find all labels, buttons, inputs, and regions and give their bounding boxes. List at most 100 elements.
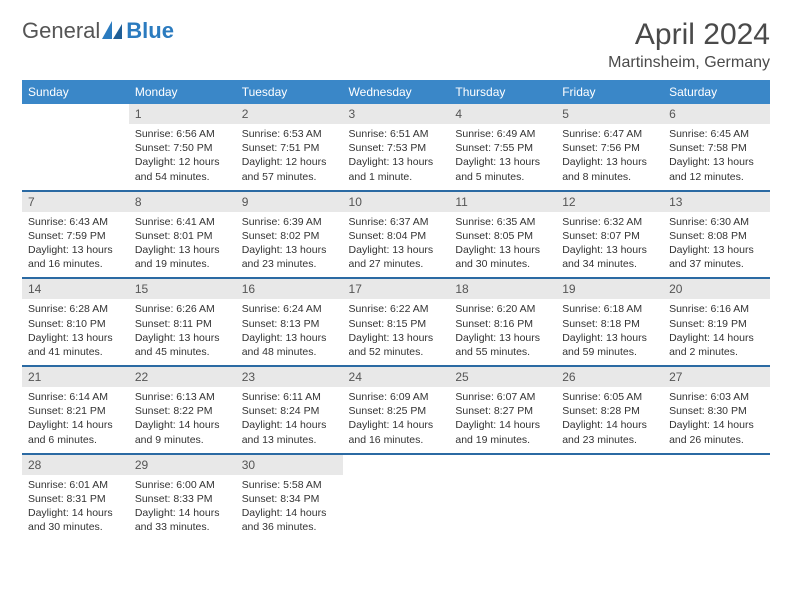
calendar-week: .1Sunrise: 6:56 AMSunset: 7:50 PMDayligh…: [22, 104, 770, 191]
day-sunset: Sunset: 7:50 PM: [135, 141, 230, 155]
day-sunrise: Sunrise: 6:41 AM: [135, 215, 230, 229]
calendar-day: 20Sunrise: 6:16 AMSunset: 8:19 PMDayligh…: [663, 278, 770, 366]
day-number: 10: [343, 192, 450, 212]
day-daylight: Daylight: 13 hours and 12 minutes.: [669, 155, 764, 183]
day-sunset: Sunset: 8:33 PM: [135, 492, 230, 506]
calendar-day: 29Sunrise: 6:00 AMSunset: 8:33 PMDayligh…: [129, 454, 236, 541]
weekday-header: Thursday: [449, 80, 556, 104]
day-sunrise: Sunrise: 6:49 AM: [455, 127, 550, 141]
calendar-week: 28Sunrise: 6:01 AMSunset: 8:31 PMDayligh…: [22, 454, 770, 541]
day-daylight: Daylight: 13 hours and 34 minutes.: [562, 243, 657, 271]
day-daylight: Daylight: 13 hours and 19 minutes.: [135, 243, 230, 271]
day-body: Sunrise: 6:13 AMSunset: 8:22 PMDaylight:…: [129, 387, 236, 453]
day-daylight: Daylight: 12 hours and 54 minutes.: [135, 155, 230, 183]
calendar-week: 21Sunrise: 6:14 AMSunset: 8:21 PMDayligh…: [22, 366, 770, 454]
day-daylight: Daylight: 14 hours and 36 minutes.: [242, 506, 337, 534]
day-sunset: Sunset: 8:01 PM: [135, 229, 230, 243]
day-body: Sunrise: 6:22 AMSunset: 8:15 PMDaylight:…: [343, 299, 450, 365]
day-number: 11: [449, 192, 556, 212]
day-sunset: Sunset: 8:28 PM: [562, 404, 657, 418]
calendar-day: 12Sunrise: 6:32 AMSunset: 8:07 PMDayligh…: [556, 191, 663, 279]
calendar-day: 18Sunrise: 6:20 AMSunset: 8:16 PMDayligh…: [449, 278, 556, 366]
day-sunrise: Sunrise: 6:56 AM: [135, 127, 230, 141]
day-sunset: Sunset: 8:21 PM: [28, 404, 123, 418]
calendar-day: 27Sunrise: 6:03 AMSunset: 8:30 PMDayligh…: [663, 366, 770, 454]
day-number: 8: [129, 192, 236, 212]
day-body: Sunrise: 6:41 AMSunset: 8:01 PMDaylight:…: [129, 212, 236, 278]
calendar-day: 24Sunrise: 6:09 AMSunset: 8:25 PMDayligh…: [343, 366, 450, 454]
day-sunrise: Sunrise: 6:51 AM: [349, 127, 444, 141]
calendar-day: 25Sunrise: 6:07 AMSunset: 8:27 PMDayligh…: [449, 366, 556, 454]
day-sunrise: Sunrise: 6:18 AM: [562, 302, 657, 316]
day-body: Sunrise: 6:07 AMSunset: 8:27 PMDaylight:…: [449, 387, 556, 453]
day-daylight: Daylight: 13 hours and 37 minutes.: [669, 243, 764, 271]
day-daylight: Daylight: 14 hours and 2 minutes.: [669, 331, 764, 359]
day-sunset: Sunset: 8:18 PM: [562, 317, 657, 331]
day-number: 29: [129, 455, 236, 475]
day-number: 16: [236, 279, 343, 299]
day-body: Sunrise: 6:53 AMSunset: 7:51 PMDaylight:…: [236, 124, 343, 190]
day-daylight: Daylight: 13 hours and 8 minutes.: [562, 155, 657, 183]
day-body: Sunrise: 6:16 AMSunset: 8:19 PMDaylight:…: [663, 299, 770, 365]
day-body: Sunrise: 6:47 AMSunset: 7:56 PMDaylight:…: [556, 124, 663, 190]
day-body: Sunrise: 6:30 AMSunset: 8:08 PMDaylight:…: [663, 212, 770, 278]
calendar-week: 14Sunrise: 6:28 AMSunset: 8:10 PMDayligh…: [22, 278, 770, 366]
day-sunrise: Sunrise: 6:32 AM: [562, 215, 657, 229]
calendar-page: General Blue April 2024 Martinsheim, Ger…: [0, 0, 792, 558]
day-sunrise: Sunrise: 6:43 AM: [28, 215, 123, 229]
day-number: 17: [343, 279, 450, 299]
day-number: 1: [129, 104, 236, 124]
day-number: 2: [236, 104, 343, 124]
weekday-header: Friday: [556, 80, 663, 104]
weekday-header: Wednesday: [343, 80, 450, 104]
day-sunrise: Sunrise: 6:20 AM: [455, 302, 550, 316]
calendar-day: .: [663, 454, 770, 541]
day-sunset: Sunset: 7:53 PM: [349, 141, 444, 155]
day-sunrise: Sunrise: 6:53 AM: [242, 127, 337, 141]
day-body: Sunrise: 6:28 AMSunset: 8:10 PMDaylight:…: [22, 299, 129, 365]
day-sunrise: Sunrise: 6:07 AM: [455, 390, 550, 404]
day-number: 14: [22, 279, 129, 299]
weekday-header: Sunday: [22, 80, 129, 104]
day-body: Sunrise: 6:39 AMSunset: 8:02 PMDaylight:…: [236, 212, 343, 278]
day-daylight: Daylight: 13 hours and 45 minutes.: [135, 331, 230, 359]
day-sunrise: Sunrise: 6:22 AM: [349, 302, 444, 316]
calendar-week: 7Sunrise: 6:43 AMSunset: 7:59 PMDaylight…: [22, 191, 770, 279]
day-sunrise: Sunrise: 6:39 AM: [242, 215, 337, 229]
day-number: 30: [236, 455, 343, 475]
day-sunrise: Sunrise: 6:13 AM: [135, 390, 230, 404]
day-number: 9: [236, 192, 343, 212]
page-header: General Blue April 2024 Martinsheim, Ger…: [22, 18, 770, 72]
day-body: Sunrise: 6:14 AMSunset: 8:21 PMDaylight:…: [22, 387, 129, 453]
day-number: 24: [343, 367, 450, 387]
day-body: Sunrise: 6:00 AMSunset: 8:33 PMDaylight:…: [129, 475, 236, 541]
day-number: 25: [449, 367, 556, 387]
day-sunset: Sunset: 8:30 PM: [669, 404, 764, 418]
page-title: April 2024: [608, 18, 770, 52]
day-body: Sunrise: 6:45 AMSunset: 7:58 PMDaylight:…: [663, 124, 770, 190]
day-body: Sunrise: 6:11 AMSunset: 8:24 PMDaylight:…: [236, 387, 343, 453]
day-daylight: Daylight: 14 hours and 16 minutes.: [349, 418, 444, 446]
day-sunset: Sunset: 8:08 PM: [669, 229, 764, 243]
day-body: Sunrise: 6:37 AMSunset: 8:04 PMDaylight:…: [343, 212, 450, 278]
calendar-day: 16Sunrise: 6:24 AMSunset: 8:13 PMDayligh…: [236, 278, 343, 366]
day-body: Sunrise: 5:58 AMSunset: 8:34 PMDaylight:…: [236, 475, 343, 541]
calendar-day: 7Sunrise: 6:43 AMSunset: 7:59 PMDaylight…: [22, 191, 129, 279]
day-daylight: Daylight: 13 hours and 48 minutes.: [242, 331, 337, 359]
day-sunrise: Sunrise: 6:37 AM: [349, 215, 444, 229]
calendar-day: 10Sunrise: 6:37 AMSunset: 8:04 PMDayligh…: [343, 191, 450, 279]
day-number: 15: [129, 279, 236, 299]
calendar-body: .1Sunrise: 6:56 AMSunset: 7:50 PMDayligh…: [22, 104, 770, 540]
day-daylight: Daylight: 13 hours and 59 minutes.: [562, 331, 657, 359]
day-body: Sunrise: 6:35 AMSunset: 8:05 PMDaylight:…: [449, 212, 556, 278]
day-sunset: Sunset: 8:10 PM: [28, 317, 123, 331]
day-body: Sunrise: 6:01 AMSunset: 8:31 PMDaylight:…: [22, 475, 129, 541]
calendar-day: 3Sunrise: 6:51 AMSunset: 7:53 PMDaylight…: [343, 104, 450, 191]
calendar-day: 22Sunrise: 6:13 AMSunset: 8:22 PMDayligh…: [129, 366, 236, 454]
calendar-day: 5Sunrise: 6:47 AMSunset: 7:56 PMDaylight…: [556, 104, 663, 191]
day-body: Sunrise: 6:05 AMSunset: 8:28 PMDaylight:…: [556, 387, 663, 453]
day-sunset: Sunset: 8:11 PM: [135, 317, 230, 331]
day-sunset: Sunset: 8:31 PM: [28, 492, 123, 506]
day-sunset: Sunset: 8:16 PM: [455, 317, 550, 331]
day-daylight: Daylight: 14 hours and 26 minutes.: [669, 418, 764, 446]
